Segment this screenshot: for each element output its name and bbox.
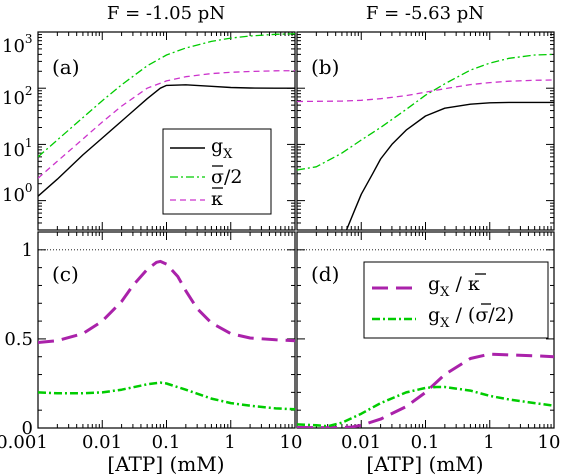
x-tick-label: 0.01 bbox=[82, 432, 122, 453]
x-axis-title-c: [ATP] (mM) bbox=[107, 452, 224, 475]
panel-a-title: F = -1.05 pN bbox=[107, 3, 225, 24]
panel-d-curves bbox=[297, 352, 554, 428]
y-tick-label: 103 bbox=[2, 32, 33, 57]
x-tick-labels-d: 0.01 0.1 1 10 bbox=[341, 432, 560, 453]
series-line-sigma bbox=[297, 53, 554, 171]
panel-b-title: F = -5.63 pN bbox=[366, 3, 484, 24]
panel-c-label: (c) bbox=[52, 262, 79, 286]
series-line-gs bbox=[38, 381, 295, 411]
x-tick-label: 0.1 bbox=[411, 432, 440, 453]
x-tick-label: 1 bbox=[224, 432, 235, 453]
y-tick-label: 101 bbox=[2, 136, 33, 161]
y-tick-label: 102 bbox=[2, 84, 33, 109]
panel-a-label: (a) bbox=[52, 55, 80, 79]
x-tick-label: 10 bbox=[280, 432, 303, 453]
series-line-gX bbox=[345, 101, 554, 230]
legend-panel-a: gX σ/2 κ bbox=[162, 128, 272, 215]
x-axis-title-d: [ATP] (mM) bbox=[366, 452, 483, 475]
series-line-gk bbox=[297, 352, 554, 428]
panel-a-curves bbox=[38, 33, 295, 197]
legend-label-kappa: κ bbox=[211, 188, 223, 210]
series-line-gs bbox=[297, 385, 554, 428]
x-tick-labels-c: 0.001 0.01 0.1 1 10 bbox=[0, 432, 302, 453]
y-tick-label: 100 bbox=[2, 181, 33, 206]
series-line-gk bbox=[38, 259, 295, 344]
series-line-gX bbox=[38, 84, 295, 197]
y-tick-label: 0 bbox=[22, 418, 33, 439]
x-tick-label: 10 bbox=[538, 432, 561, 453]
legend-label-gk: gX / κ bbox=[428, 273, 480, 300]
y-tick-labels-bottom: 0 0.5 1 bbox=[4, 240, 33, 439]
x-tick-label: 0.1 bbox=[152, 432, 181, 453]
legend-box bbox=[363, 261, 549, 339]
legend-label-gs: gX / (σ/2) bbox=[428, 304, 514, 331]
series-line-kappa bbox=[297, 79, 554, 103]
legend-panel-d: gX / κ gX / (σ/2) bbox=[363, 261, 549, 339]
panel-c-curves bbox=[38, 259, 295, 411]
panel-d-label: (d) bbox=[311, 262, 339, 286]
panel-b-curves bbox=[297, 53, 554, 230]
panel-b-label: (b) bbox=[311, 55, 339, 79]
series-line-kappa bbox=[38, 70, 295, 179]
axis-ticks bbox=[37, 31, 555, 429]
legend-label-sigma: σ/2 bbox=[211, 166, 242, 188]
y-tick-label: 0.5 bbox=[4, 329, 33, 350]
legend-label-gX: gX bbox=[211, 135, 233, 162]
x-tick-label: 0.001 bbox=[0, 432, 48, 453]
x-tick-label: 0.01 bbox=[341, 432, 381, 453]
x-tick-label: 1 bbox=[483, 432, 494, 453]
y-tick-labels-top: 100 101 102 103 bbox=[2, 32, 33, 206]
series-line-sigma bbox=[38, 33, 295, 158]
y-tick-label: 1 bbox=[22, 240, 33, 261]
